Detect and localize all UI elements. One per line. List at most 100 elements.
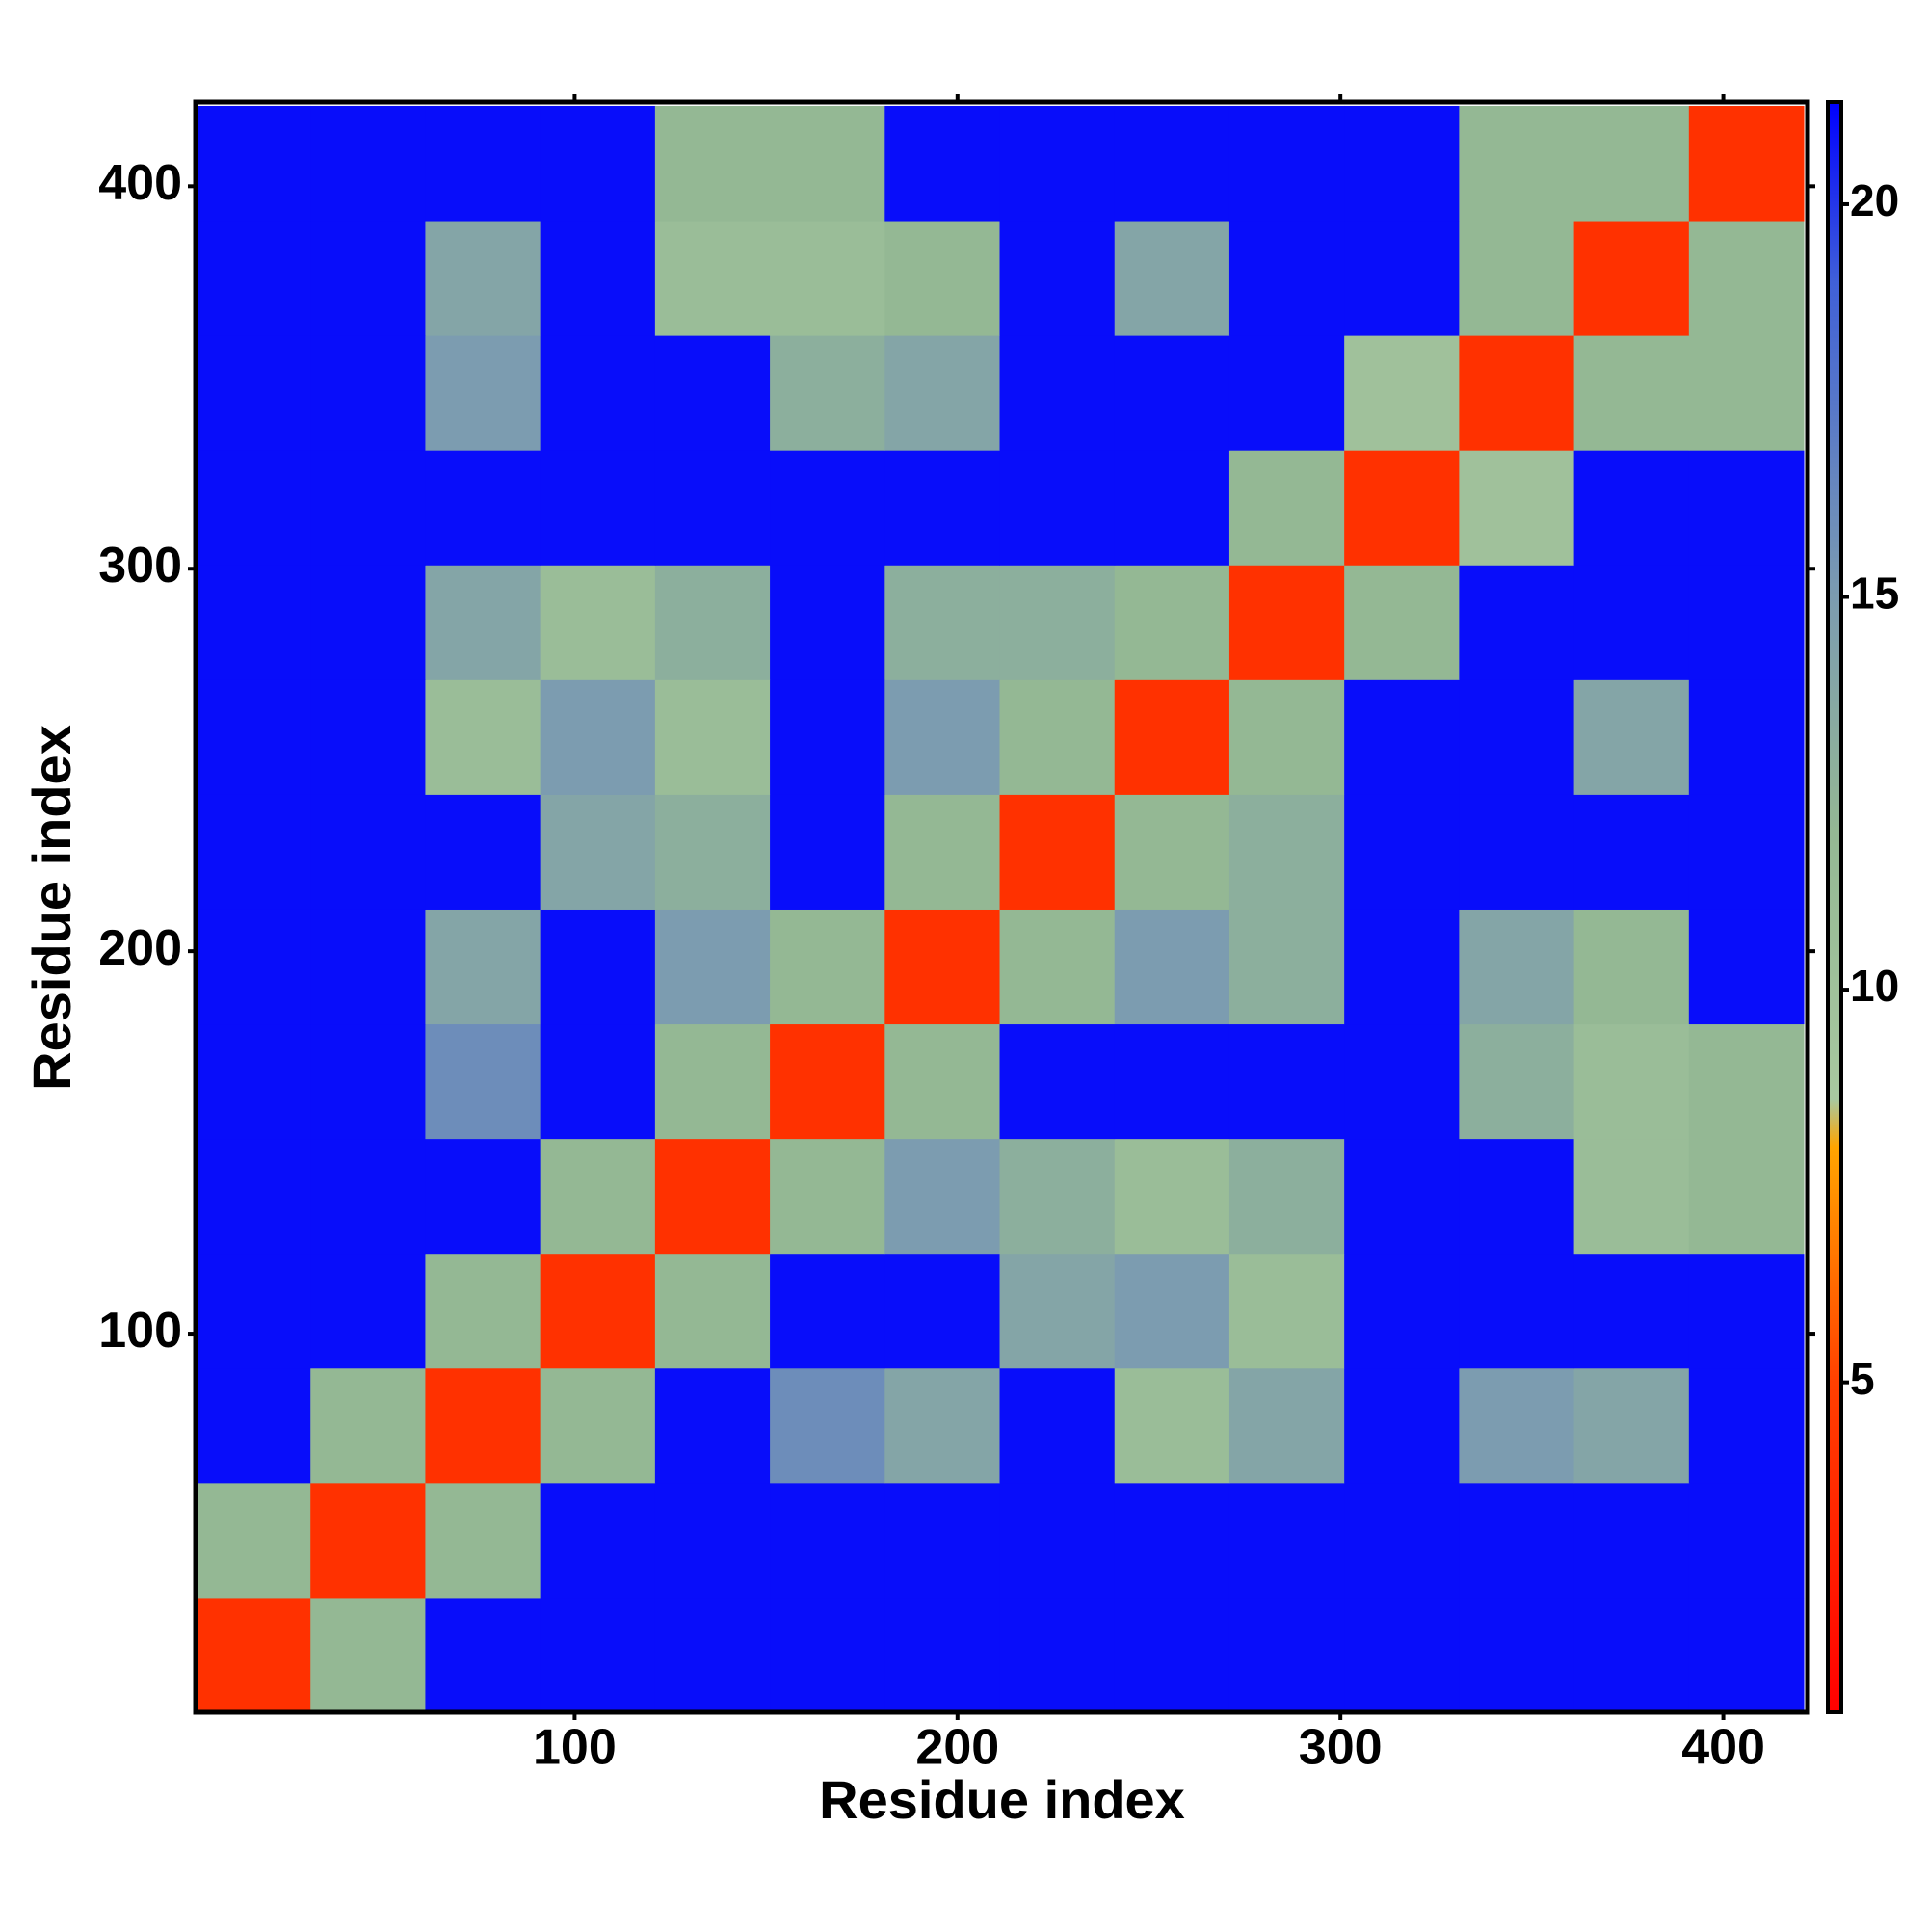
heatmap-cell: [1228, 221, 1345, 336]
heatmap-cell: [1459, 1597, 1575, 1713]
heatmap-cell: [1228, 1138, 1345, 1255]
heatmap-cell: [425, 221, 541, 336]
heatmap-cell: [884, 1482, 1001, 1599]
heatmap-cell: [425, 1597, 541, 1713]
heatmap-cell: [310, 679, 426, 795]
heatmap-cell: [884, 794, 1001, 910]
heatmap-cell: [999, 565, 1116, 680]
y-tick-label: 300: [98, 538, 182, 594]
heatmap-cell: [1573, 794, 1690, 910]
colorbar-tick-label: 20: [1850, 175, 1899, 225]
heatmap-cell: [1344, 450, 1460, 566]
heatmap-cell: [1344, 1597, 1460, 1713]
heatmap-cell: [770, 1367, 885, 1484]
heatmap-cell: [884, 335, 1001, 451]
heatmap-cell: [1573, 1138, 1690, 1255]
heatmap-cell: [310, 1023, 426, 1140]
x-tick-label: 300: [1299, 1720, 1383, 1776]
heatmap-cell: [540, 221, 656, 336]
heatmap-cell: [654, 1253, 771, 1369]
heatmap-cell: [770, 450, 885, 566]
heatmap-cell: [425, 1367, 541, 1484]
heatmap-cell: [310, 221, 426, 336]
heatmap-cell: [999, 221, 1116, 336]
heatmap-cell: [540, 1023, 656, 1140]
heatmap-cell: [196, 450, 311, 566]
heatmap-cell: [1228, 565, 1345, 680]
heatmap-cell: [1344, 1367, 1460, 1484]
heatmap-cell: [770, 1597, 885, 1713]
heatmap-cell: [310, 1482, 426, 1599]
heatmap-cell: [310, 335, 426, 451]
heatmap-cell: [770, 1138, 885, 1255]
heatmap-cell: [1573, 565, 1690, 680]
heatmap-cell: [1688, 679, 1805, 795]
heatmap-cell: [425, 565, 541, 680]
heatmap-cell: [999, 1138, 1116, 1255]
heatmap-cell: [1688, 565, 1805, 680]
heatmap-cell: [1573, 335, 1690, 451]
heatmap-cell: [1114, 450, 1230, 566]
heatmap-cell: [310, 909, 426, 1025]
heatmap-cell: [1688, 794, 1805, 910]
heatmap-cell: [1114, 679, 1230, 795]
heatmap-cell: [1344, 1023, 1460, 1140]
heatmap-cell: [196, 1023, 311, 1140]
heatmap-cell: [1459, 1253, 1575, 1369]
y-tick-label: 200: [98, 920, 182, 976]
heatmap-cell: [884, 105, 1001, 222]
y-axis-title: Residue index: [21, 725, 82, 1091]
heatmap-cell: [310, 794, 426, 910]
heatmap-cell: [1344, 794, 1460, 910]
heatmap-cell: [1344, 1482, 1460, 1599]
heatmap-cell: [770, 1253, 885, 1369]
colorbar-tick-label: 10: [1850, 961, 1899, 1011]
colorbar: [1826, 100, 1843, 1714]
heatmap-cell: [1459, 450, 1575, 566]
heatmap-cell: [1573, 679, 1690, 795]
heatmap-cell: [1114, 221, 1230, 336]
heatmap: [196, 105, 1805, 1713]
heatmap-cell: [654, 909, 771, 1025]
heatmap-cell: [425, 679, 541, 795]
heatmap-cell: [1688, 909, 1805, 1025]
heatmap-cell: [425, 105, 541, 222]
heatmap-cell: [196, 1367, 311, 1484]
heatmap-cell: [540, 565, 656, 680]
heatmap-cell: [1688, 1023, 1805, 1140]
heatmap-cell: [654, 1597, 771, 1713]
heatmap-cell: [1688, 450, 1805, 566]
heatmap-cell: [1459, 221, 1575, 336]
heatmap-cell: [310, 1597, 426, 1713]
heatmap-cell: [1228, 450, 1345, 566]
heatmap-cell: [310, 565, 426, 680]
heatmap-cell: [1459, 679, 1575, 795]
heatmap-cell: [770, 335, 885, 451]
heatmap-cell: [540, 335, 656, 451]
heatmap-cell: [1573, 221, 1690, 336]
heatmap-cell: [1228, 335, 1345, 451]
heatmap-cell: [1688, 1597, 1805, 1713]
heatmap-cell: [654, 679, 771, 795]
heatmap-cell: [654, 1138, 771, 1255]
heatmap-cell: [425, 450, 541, 566]
heatmap-cell: [770, 1482, 885, 1599]
x-tick-label: 200: [915, 1720, 999, 1776]
heatmap-cell: [425, 335, 541, 451]
heatmap-cell: [999, 1597, 1116, 1713]
heatmap-cell: [196, 1138, 311, 1255]
heatmap-cell: [1459, 909, 1575, 1025]
heatmap-cell: [1228, 794, 1345, 910]
heatmap-cell: [1344, 565, 1460, 680]
heatmap-cell: [540, 679, 656, 795]
heatmap-cell: [770, 1023, 885, 1140]
heatmap-cell: [1459, 1023, 1575, 1140]
heatmap-cell: [770, 105, 885, 222]
colorbar-tick-label: 5: [1850, 1354, 1875, 1404]
heatmap-cell: [1228, 105, 1345, 222]
heatmap-cell: [1114, 1023, 1230, 1140]
heatmap-cell: [654, 221, 771, 336]
heatmap-cell: [540, 450, 656, 566]
heatmap-cell: [1688, 105, 1805, 222]
